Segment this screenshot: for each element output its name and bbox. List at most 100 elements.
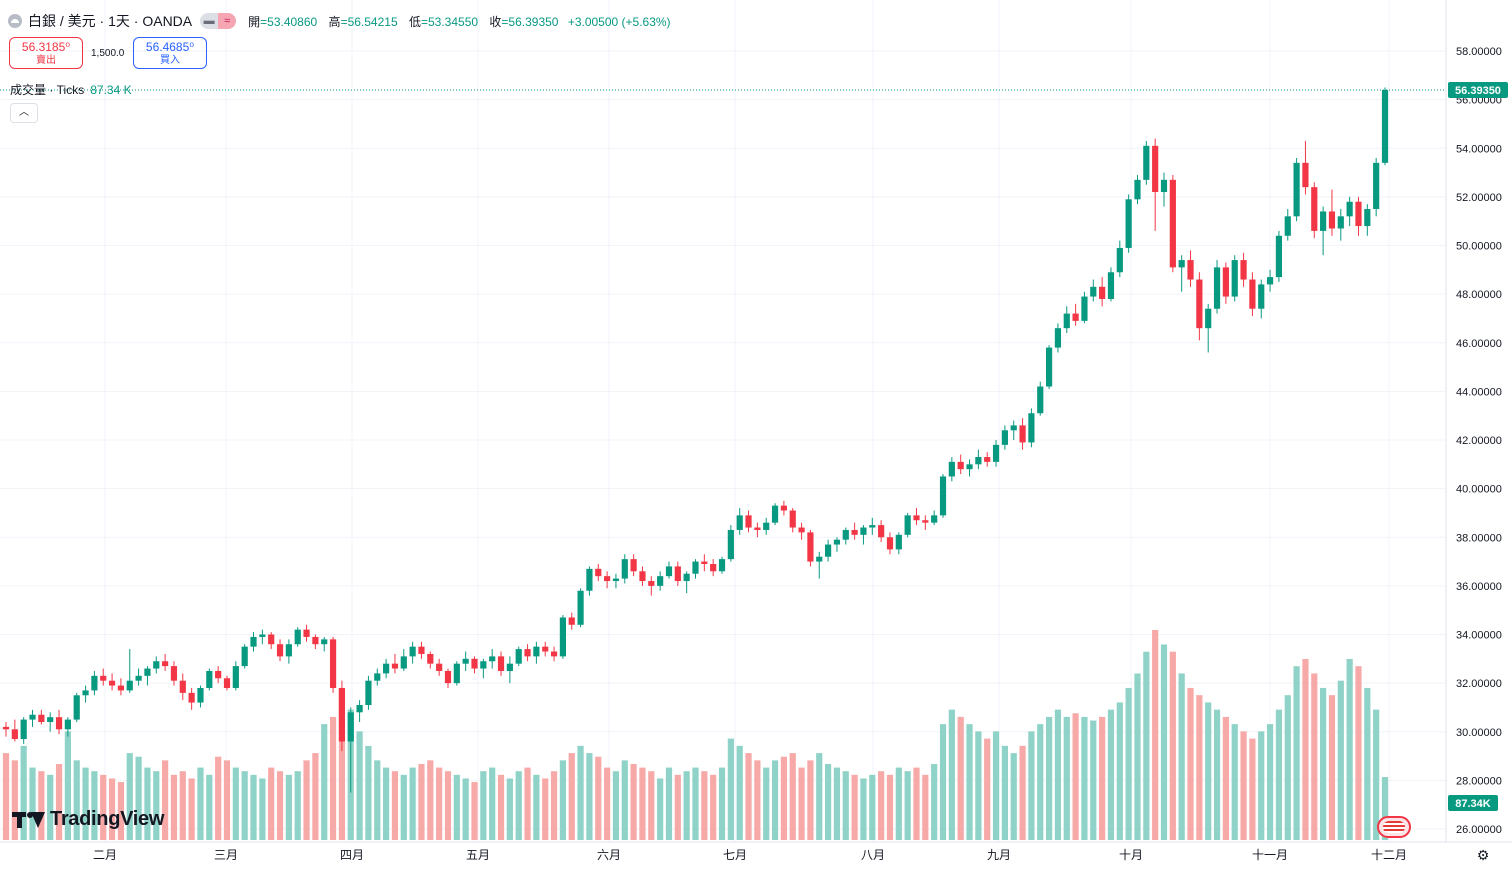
- volume-bar: [232, 767, 239, 840]
- candle-body: [1302, 162, 1309, 188]
- candle-body: [162, 661, 169, 667]
- volume-bar: [1028, 731, 1035, 840]
- volume-bar: [241, 771, 248, 840]
- volume-bar: [162, 760, 169, 840]
- minus-icon[interactable]: ▬: [200, 13, 219, 29]
- price-tick-label: 42.00000: [1456, 435, 1502, 447]
- volume-bar: [294, 771, 301, 840]
- volume-bar: [480, 771, 487, 840]
- symbol-cloud-icon[interactable]: [8, 14, 22, 28]
- volume-bar: [727, 738, 734, 840]
- candle-body: [1284, 216, 1291, 236]
- candle-body: [1099, 286, 1106, 299]
- volume-bar: [91, 771, 98, 840]
- high-label: 高: [328, 14, 341, 29]
- candle-body: [895, 534, 902, 550]
- wave-icon[interactable]: ≈: [218, 13, 237, 29]
- volume-bar: [789, 753, 796, 840]
- candle-body: [771, 505, 779, 523]
- candle-body: [1240, 260, 1247, 280]
- candle-body: [1054, 328, 1062, 348]
- buy-button[interactable]: 56.4685⁰ 買入: [133, 37, 207, 69]
- volume-bar: [913, 767, 920, 840]
- volume-bar: [1143, 651, 1150, 840]
- volume-bar: [1099, 716, 1106, 840]
- candle-body: [1346, 201, 1353, 217]
- settings-gear-icon[interactable]: ⚙: [1476, 847, 1490, 863]
- candle-body: [179, 680, 186, 693]
- candle-body: [276, 644, 284, 657]
- volume-bar: [948, 709, 955, 840]
- volume-bar: [1090, 720, 1097, 840]
- volume-bar: [665, 767, 673, 840]
- volume-bar: [1019, 745, 1026, 840]
- volume-bar: [100, 774, 107, 840]
- volume-legend[interactable]: 成交量 · Ticks 87.34 K: [10, 81, 132, 98]
- volume-bar: [1328, 695, 1336, 840]
- time-axis[interactable]: 二月 三月 四月 五月 六月 七月 八月 九月 十月 十一月 十二月: [93, 848, 1407, 862]
- volume-bar: [878, 771, 885, 840]
- volume-bar: [444, 771, 452, 840]
- sell-label: 賣出: [36, 55, 56, 66]
- candle-body: [1213, 267, 1221, 309]
- candle-body: [692, 561, 699, 574]
- volume-bar: [497, 774, 505, 840]
- candle-body: [153, 661, 160, 669]
- symbol-title[interactable]: 白銀 / 美元 · 1天 · OANDA: [28, 13, 193, 29]
- change-value: +3.00500 (+5.63%): [567, 14, 671, 29]
- candle-body: [2, 726, 10, 730]
- volume-bar: [1231, 724, 1238, 840]
- volume-bar: [577, 745, 584, 840]
- sell-button[interactable]: 56.3185⁰ 賣出: [9, 37, 83, 69]
- volume-bar: [1249, 738, 1256, 840]
- volume-bar: [842, 771, 849, 840]
- candle-body: [312, 636, 319, 645]
- volume-bar: [1063, 716, 1070, 840]
- price-tick-label: 50.00000: [1456, 241, 1502, 253]
- volume-bar: [1107, 709, 1115, 840]
- candle-body: [365, 680, 372, 706]
- indicator-toggle[interactable]: ▬ ≈: [200, 13, 237, 29]
- volume-bar: [736, 745, 743, 840]
- volume-bar: [1284, 695, 1291, 840]
- candle-body: [948, 461, 955, 477]
- tradingview-logo[interactable]: TradingView: [12, 808, 164, 831]
- volume-bar: [391, 771, 399, 840]
- candle-body: [38, 714, 45, 723]
- volume-bar: [462, 778, 469, 840]
- volume-bar: [992, 731, 1000, 840]
- volume-bar: [984, 738, 991, 840]
- chevron-up-icon[interactable]: ︿: [10, 103, 38, 123]
- candle-body: [489, 656, 496, 662]
- candle-body: [11, 729, 18, 740]
- volume-bar: [20, 745, 27, 840]
- candle-body: [1072, 313, 1079, 321]
- candle-body: [657, 576, 664, 586]
- price-tick-label: 26.00000: [1456, 824, 1502, 836]
- volume-bar: [47, 774, 54, 840]
- candle-body: [922, 520, 929, 523]
- price-tick-label: 36.00000: [1456, 581, 1502, 593]
- candle-body: [64, 719, 71, 730]
- candle-body: [1001, 430, 1008, 445]
- volume-bar: [1045, 716, 1053, 840]
- volume-bar: [1125, 687, 1132, 840]
- volume-bar: [639, 767, 646, 840]
- candle-body: [1169, 179, 1176, 268]
- volume-bar: [285, 774, 292, 840]
- volume-bar: [966, 724, 973, 840]
- candle-body: [1019, 425, 1026, 443]
- price-axis[interactable]: 26.00000 28.00000 30.00000 32.00000 34.00000…: [1456, 46, 1502, 836]
- volume-bar: [365, 745, 372, 840]
- volume-bar: [1258, 731, 1265, 840]
- price-tick-label: 54.00000: [1456, 143, 1502, 155]
- time-tick-label: 二月: [93, 848, 117, 862]
- volume-bar: [533, 774, 540, 840]
- volume-bar: [135, 756, 142, 840]
- volume-bar: [931, 763, 938, 840]
- candle-body: [966, 464, 973, 470]
- volume-bar: [816, 753, 823, 840]
- us-flag-icon[interactable]: [1377, 816, 1411, 838]
- candle-body: [453, 663, 460, 684]
